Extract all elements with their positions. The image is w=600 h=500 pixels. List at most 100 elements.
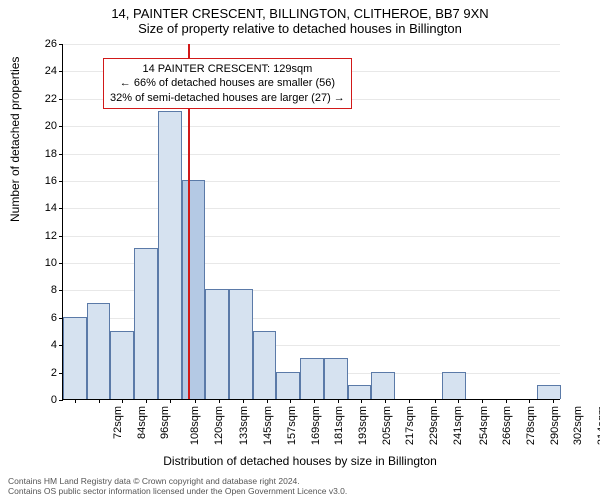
histogram-bar bbox=[253, 331, 277, 399]
ytick-mark bbox=[59, 208, 63, 209]
histogram-bar bbox=[110, 331, 134, 399]
xtick-label: 254sqm bbox=[478, 406, 490, 445]
x-axis-label: Distribution of detached houses by size … bbox=[0, 454, 600, 468]
xtick-label: 205sqm bbox=[381, 406, 393, 445]
xtick-mark bbox=[170, 399, 171, 403]
xtick-label: 290sqm bbox=[549, 406, 561, 445]
xtick-label: 181sqm bbox=[333, 406, 345, 445]
histogram-bar bbox=[63, 317, 87, 399]
xtick-mark bbox=[409, 399, 410, 403]
histogram-bar bbox=[300, 358, 324, 399]
xtick-mark bbox=[458, 399, 459, 403]
ytick-mark bbox=[59, 236, 63, 237]
ytick-mark bbox=[59, 290, 63, 291]
footer-attribution: Contains HM Land Registry data © Crown c… bbox=[8, 476, 347, 496]
histogram-plot-area: 0246810121416182022242672sqm84sqm96sqm10… bbox=[62, 44, 560, 400]
ytick-label: 6 bbox=[7, 312, 57, 324]
histogram-bar bbox=[229, 289, 253, 399]
xtick-mark bbox=[529, 399, 530, 403]
chart-title-sub: Size of property relative to detached ho… bbox=[0, 21, 600, 36]
histogram-bar bbox=[87, 303, 111, 399]
histogram-bar bbox=[158, 111, 182, 399]
y-axis-label: Number of detached properties bbox=[8, 57, 22, 222]
histogram-bar bbox=[276, 372, 300, 399]
gridline-h bbox=[63, 236, 560, 237]
xtick-mark bbox=[219, 399, 220, 403]
xtick-label: 72sqm bbox=[112, 406, 124, 439]
gridline-h bbox=[63, 126, 560, 127]
xtick-label: 266sqm bbox=[501, 406, 513, 445]
histogram-bar bbox=[182, 180, 206, 399]
ytick-mark bbox=[59, 181, 63, 182]
xtick-mark bbox=[361, 399, 362, 403]
xtick-label: 120sqm bbox=[213, 406, 225, 445]
histogram-bar bbox=[442, 372, 466, 399]
xtick-mark bbox=[99, 399, 100, 403]
footer-line-1: Contains HM Land Registry data © Crown c… bbox=[8, 476, 347, 486]
xtick-label: 278sqm bbox=[525, 406, 537, 445]
annotation-line: ← 66% of detached houses are smaller (56… bbox=[110, 76, 345, 90]
xtick-label: 314sqm bbox=[596, 406, 600, 445]
gridline-h bbox=[63, 154, 560, 155]
xtick-mark bbox=[338, 399, 339, 403]
ytick-label: 16 bbox=[7, 175, 57, 187]
ytick-label: 24 bbox=[7, 65, 57, 77]
xtick-label: 108sqm bbox=[189, 406, 201, 445]
xtick-mark bbox=[314, 399, 315, 403]
xtick-mark bbox=[267, 399, 268, 403]
chart-title-block: 14, PAINTER CRESCENT, BILLINGTON, CLITHE… bbox=[0, 0, 600, 36]
ytick-label: 0 bbox=[7, 394, 57, 406]
histogram-bar bbox=[348, 385, 372, 399]
xtick-label: 193sqm bbox=[357, 406, 369, 445]
ytick-label: 4 bbox=[7, 339, 57, 351]
ytick-label: 26 bbox=[7, 38, 57, 50]
ytick-label: 20 bbox=[7, 120, 57, 132]
xtick-label: 217sqm bbox=[405, 406, 417, 445]
xtick-mark bbox=[385, 399, 386, 403]
ytick-label: 8 bbox=[7, 284, 57, 296]
xtick-mark bbox=[146, 399, 147, 403]
xtick-label: 145sqm bbox=[262, 406, 274, 445]
xtick-label: 96sqm bbox=[159, 406, 171, 439]
ytick-mark bbox=[59, 126, 63, 127]
ytick-label: 2 bbox=[7, 367, 57, 379]
xtick-label: 84sqm bbox=[136, 406, 148, 439]
ytick-label: 14 bbox=[7, 202, 57, 214]
annotation-box: 14 PAINTER CRESCENT: 129sqm← 66% of deta… bbox=[103, 58, 352, 109]
xtick-mark bbox=[435, 399, 436, 403]
xtick-label: 241sqm bbox=[452, 406, 464, 445]
xtick-mark bbox=[243, 399, 244, 403]
xtick-label: 133sqm bbox=[239, 406, 251, 445]
xtick-mark bbox=[506, 399, 507, 403]
xtick-mark bbox=[122, 399, 123, 403]
xtick-mark bbox=[290, 399, 291, 403]
xtick-mark bbox=[195, 399, 196, 403]
ytick-label: 18 bbox=[7, 148, 57, 160]
xtick-mark bbox=[482, 399, 483, 403]
ytick-mark bbox=[59, 99, 63, 100]
xtick-label: 169sqm bbox=[310, 406, 322, 445]
xtick-label: 302sqm bbox=[573, 406, 585, 445]
histogram-bar bbox=[371, 372, 395, 399]
xtick-mark bbox=[75, 399, 76, 403]
ytick-mark bbox=[59, 44, 63, 45]
histogram-bar bbox=[324, 358, 348, 399]
ytick-mark bbox=[59, 154, 63, 155]
gridline-h bbox=[63, 208, 560, 209]
ytick-label: 10 bbox=[7, 257, 57, 269]
xtick-label: 229sqm bbox=[428, 406, 440, 445]
chart-title-main: 14, PAINTER CRESCENT, BILLINGTON, CLITHE… bbox=[0, 6, 600, 21]
annotation-line: 14 PAINTER CRESCENT: 129sqm bbox=[110, 62, 345, 76]
histogram-bar bbox=[537, 385, 561, 399]
gridline-h bbox=[63, 181, 560, 182]
ytick-label: 12 bbox=[7, 230, 57, 242]
xtick-mark bbox=[553, 399, 554, 403]
gridline-h bbox=[63, 44, 560, 45]
histogram-bar bbox=[205, 289, 229, 399]
xtick-label: 157sqm bbox=[286, 406, 298, 445]
annotation-line: 32% of semi-detached houses are larger (… bbox=[110, 91, 345, 105]
ytick-label: 22 bbox=[7, 93, 57, 105]
ytick-mark bbox=[59, 400, 63, 401]
ytick-mark bbox=[59, 263, 63, 264]
footer-line-2: Contains OS public sector information li… bbox=[8, 486, 347, 496]
